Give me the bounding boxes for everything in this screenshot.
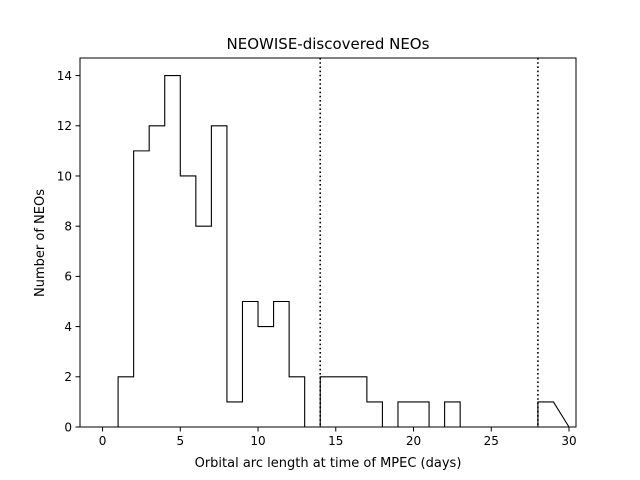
y-tick-label: 8 <box>64 219 72 233</box>
y-tick-label: 2 <box>64 370 72 384</box>
x-tick-label: 30 <box>561 434 576 448</box>
y-tick-label: 4 <box>64 320 72 334</box>
x-axis-label: Orbital arc length at time of MPEC (days… <box>195 456 462 471</box>
y-tick-label: 12 <box>57 119 72 133</box>
y-tick-label: 14 <box>57 69 72 83</box>
x-tick-label: 5 <box>176 434 184 448</box>
x-tick-label: 15 <box>328 434 343 448</box>
axes-frame <box>79 57 577 428</box>
y-tick-label: 10 <box>57 169 72 183</box>
x-tick-label: 25 <box>484 434 499 448</box>
y-tick-label: 0 <box>64 420 72 434</box>
histogram-step-line <box>102 75 570 428</box>
plot-area: 0 5 10 15 20 25 30 0 2 4 6 8 10 12 14 <box>57 57 577 448</box>
y-axis-label: Number of NEOs <box>33 189 48 297</box>
chart-title: NEOWISE-discovered NEOs <box>227 35 430 53</box>
x-tick-label: 10 <box>250 434 265 448</box>
y-tick-label: 6 <box>64 270 72 284</box>
x-tick-label: 20 <box>406 434 421 448</box>
x-tick-label: 0 <box>99 434 107 448</box>
